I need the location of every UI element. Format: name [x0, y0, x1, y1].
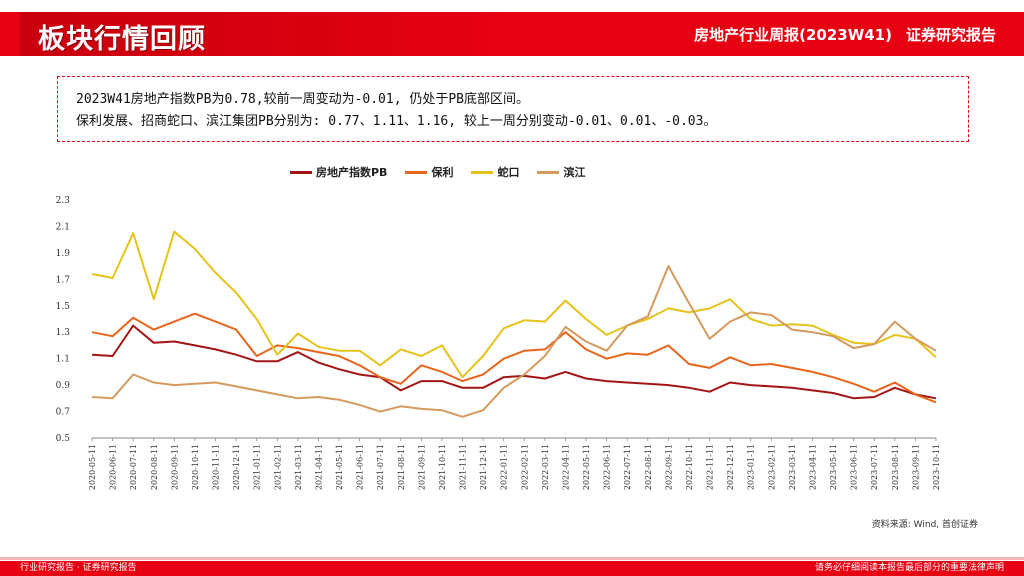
x-tick-label: 2021-11-11 — [459, 444, 468, 490]
y-tick-label: 0.9 — [56, 381, 70, 391]
x-tick-label: 2021-09-11 — [417, 444, 426, 490]
footer-disclaimer: 请务必仔细阅读本报告最后部分的重要法律声明 — [814, 563, 1004, 573]
legend-item: 滨江 — [537, 164, 585, 180]
y-tick-label: 1.9 — [56, 249, 70, 259]
x-tick-label: 2022-07-11 — [623, 444, 632, 490]
y-tick-label: 1.1 — [56, 355, 70, 365]
pb-line-chart: 0.5 0.7 0.9 1.1 1.3 1.5 1.7 1.9 2.1 2.3 2020-05-11… — [56, 196, 941, 490]
x-tick-label: 2022-10-11 — [685, 444, 694, 490]
x-tick-label: 2022-12-11 — [726, 444, 735, 490]
x-tick-label: 2020-09-11 — [170, 444, 179, 490]
x-tick-label: 2023-10-11 — [932, 444, 941, 490]
x-tick-label: 2021-10-11 — [438, 444, 447, 490]
x-tick-label: 2020-08-11 — [150, 444, 159, 490]
x-tick-label: 2021-08-11 — [397, 444, 406, 490]
y-tick-label: 2.1 — [56, 222, 70, 232]
y-tick-label: 2.3 — [56, 196, 70, 206]
x-tick-label: 2020-10-11 — [191, 444, 200, 490]
x-tick-label: 2020-11-11 — [212, 444, 221, 490]
section-title: 板块行情回顾 — [38, 24, 206, 55]
x-tick-label: 2021-01-11 — [253, 444, 262, 490]
x-tick-label: 2020-06-11 — [109, 444, 118, 490]
footer-stripe — [0, 557, 1024, 560]
x-tick-label: 2022-01-11 — [500, 444, 509, 490]
x-tick-label: 2022-04-11 — [561, 444, 570, 490]
x-tick-label: 2021-02-11 — [273, 444, 282, 490]
x-tick-label: 2023-08-11 — [891, 444, 900, 490]
x-tick-label: 2021-06-11 — [356, 444, 365, 490]
x-tick-label: 2020-05-11 — [88, 444, 97, 490]
x-tick-label: 2021-07-11 — [376, 444, 385, 490]
x-tick-label: 2023-09-11 — [911, 444, 920, 490]
legend-label: 房地产指数PB — [316, 166, 388, 179]
x-tick-label: 2022-03-11 — [541, 444, 550, 490]
chart-legend: 房地产指数PB 保利 蛇口 滨江 — [290, 164, 585, 180]
legend-swatch — [537, 170, 560, 174]
x-tick-label: 2022-06-11 — [603, 444, 612, 490]
x-tick-label: 2020-12-11 — [232, 444, 241, 490]
report-title: 房地产行业周报(2023W41) 证券研究报告 — [680, 24, 996, 45]
legend-swatch — [471, 170, 494, 174]
x-tick-label: 2022-09-11 — [664, 444, 673, 490]
summary-line-2: 保利发展、招商蛇口、滨江集团PB分别为: 0.77、1.11、1.16, 较上一… — [76, 114, 717, 129]
x-tick-label: 2021-03-11 — [294, 444, 303, 490]
y-tick-label: 0.5 — [56, 434, 70, 444]
x-tick-label: 2021-04-11 — [314, 444, 323, 490]
summary-line-1: 2023W41房地产指数PB为0.78,较前一周变动为-0.01, 仍处于PB底… — [76, 92, 530, 107]
x-tick-label: 2023-04-11 — [808, 444, 817, 490]
legend-swatch — [405, 170, 428, 174]
x-tick-label: 2022-05-11 — [582, 444, 591, 490]
series-line-2 — [91, 230, 937, 379]
y-tick-label: 1.5 — [56, 302, 70, 312]
footer-left-text: 行业研究报告 · 证券研究报告 — [20, 563, 137, 573]
x-tick-label: 2023-07-11 — [870, 444, 879, 490]
x-tick-label: 2023-02-11 — [767, 444, 776, 490]
x-tick-label: 2021-12-11 — [479, 444, 488, 490]
legend-label: 滨江 — [563, 166, 586, 179]
footer-bar — [0, 561, 1024, 576]
x-tick-label: 2023-05-11 — [829, 444, 838, 490]
x-tick-label: 2023-06-11 — [850, 444, 859, 490]
x-tick-label: 2020-07-11 — [129, 444, 138, 490]
header-title-block — [20, 12, 508, 56]
x-tick-label: 2022-02-11 — [520, 444, 529, 490]
y-tick-label: 1.3 — [56, 328, 70, 338]
x-tick-label: 2022-11-11 — [706, 444, 715, 490]
report-type: 证券研究报告 — [905, 26, 996, 44]
legend-label: 保利 — [431, 166, 454, 179]
x-tick-label: 2023-01-11 — [747, 444, 756, 490]
legend-item: 蛇口 — [471, 164, 519, 180]
legend-item: 保利 — [405, 164, 453, 180]
series-line-1 — [91, 312, 937, 404]
source-note: 资料来源: Wind, 首创证券 — [871, 520, 978, 530]
x-tick-label: 2021-05-11 — [335, 444, 344, 490]
legend-swatch — [290, 170, 312, 174]
y-tick-label: 0.7 — [56, 408, 70, 418]
x-tick-label: 2023-03-11 — [788, 444, 797, 490]
summary-box: 2023W41房地产指数PB为0.78,较前一周变动为-0.01, 仍处于PB底… — [57, 76, 969, 142]
series-line-0 — [91, 324, 937, 400]
legend-label: 蛇口 — [497, 166, 520, 179]
y-tick-label: 1.7 — [56, 275, 70, 285]
x-tick-label: 2022-08-11 — [644, 444, 653, 490]
series-line-3 — [91, 265, 937, 418]
report-name: 房地产行业周报(2023W41) — [694, 26, 892, 44]
legend-item: 房地产指数PB — [290, 164, 387, 180]
